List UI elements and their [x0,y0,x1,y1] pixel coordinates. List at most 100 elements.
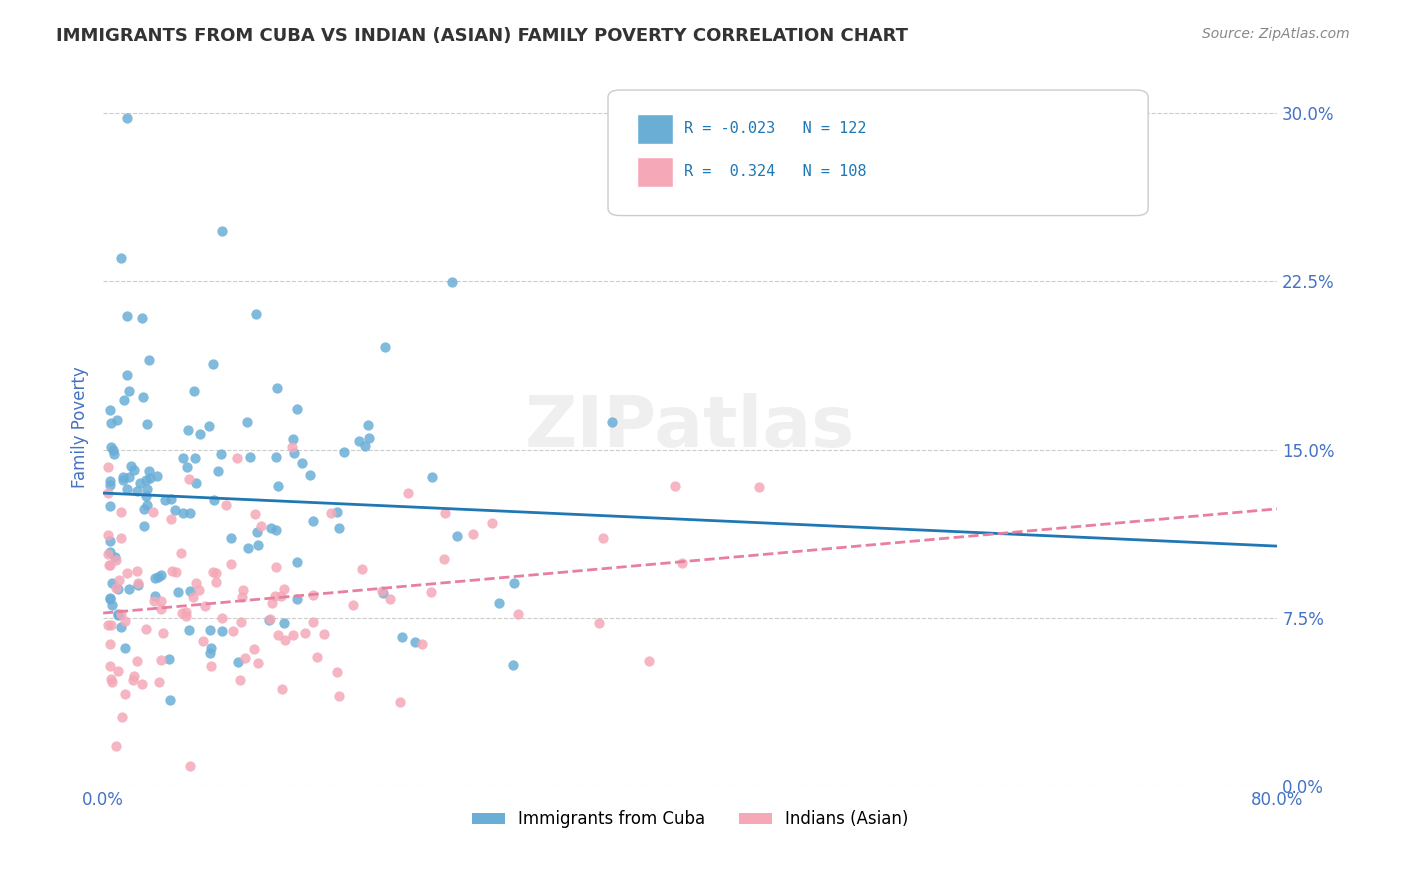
Point [131,311,153,326]
Point [273,632,295,647]
Point [219,557,242,571]
Point [748,479,770,493]
Point [100,417,122,431]
Point [115,566,138,580]
Point [488,595,510,609]
Point [115,482,138,496]
FancyBboxPatch shape [607,90,1149,216]
Point [259,612,281,626]
Point [136,417,159,432]
Point [273,582,295,596]
Point [267,479,290,493]
Point [231,590,253,604]
Point [260,520,283,534]
Point [188,426,211,441]
Point [592,531,614,545]
Point [209,447,232,461]
Point [97,547,120,561]
Point [247,657,270,671]
Point [179,507,201,521]
Point [249,519,271,533]
Point [671,557,693,571]
Point [150,601,173,615]
Point [100,499,122,513]
Point [172,506,194,520]
Point [245,307,267,321]
Point [600,415,623,429]
Point [110,251,132,265]
Point [96,618,118,632]
Point [132,518,155,533]
Point [299,468,322,483]
Point [211,224,233,238]
Point [120,458,142,473]
Point [184,576,207,591]
Point [176,460,198,475]
Point [159,512,181,526]
Point [138,352,160,367]
Point [333,445,356,459]
Point [285,555,308,569]
Point [96,528,118,542]
Point [245,507,267,521]
Point [301,615,323,629]
Point [139,471,162,485]
Point [100,475,122,489]
Point [103,447,125,461]
Point [100,591,122,606]
Point [349,434,371,448]
Point [246,524,269,539]
Point [266,381,288,395]
Point [391,630,413,644]
Text: ZIPatlas: ZIPatlas [524,392,855,462]
Point [174,606,197,620]
Point [207,464,229,478]
Point [664,478,686,492]
Point [378,592,401,607]
Point [302,514,325,528]
Point [112,469,135,483]
Text: IMMIGRANTS FROM CUBA VS INDIAN (ASIAN) FAMILY POVERTY CORRELATION CHART: IMMIGRANTS FROM CUBA VS INDIAN (ASIAN) F… [56,27,908,45]
Point [101,575,124,590]
Point [148,570,170,584]
Point [115,310,138,324]
Point [100,637,122,651]
Legend: Immigrants from Cuba, Indians (Asian): Immigrants from Cuba, Indians (Asian) [465,804,915,835]
Point [294,626,316,640]
Point [114,640,136,655]
Point [179,584,201,599]
Point [342,598,364,612]
Point [350,562,373,576]
Point [105,413,128,427]
Point [135,498,157,512]
Text: R =  0.324   N = 108: R = 0.324 N = 108 [685,164,868,179]
Point [117,111,139,125]
Point [110,620,132,634]
Point [104,550,127,565]
Point [374,341,396,355]
Point [118,582,141,597]
Point [149,593,172,607]
Point [110,505,132,519]
Point [169,546,191,560]
Point [404,635,426,649]
Point [219,531,242,545]
Point [125,654,148,668]
Point [101,598,124,612]
Point [239,450,262,464]
Point [107,607,129,622]
Point [193,633,215,648]
Point [236,415,259,429]
Point [228,655,250,669]
Point [127,576,149,591]
Point [157,652,180,666]
Point [143,589,166,603]
Point [100,402,122,417]
Point [197,418,219,433]
Point [98,659,121,673]
Point [270,589,292,603]
Point [148,675,170,690]
Point [371,583,394,598]
Point [170,606,193,620]
Point [127,578,149,592]
